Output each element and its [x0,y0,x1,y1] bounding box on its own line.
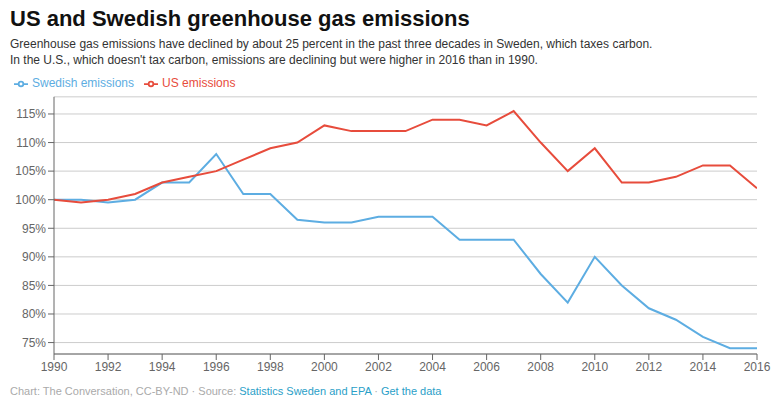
svg-text:100%: 100% [15,193,46,207]
svg-text:1994: 1994 [149,360,176,374]
svg-text:2006: 2006 [473,360,500,374]
svg-text:85%: 85% [22,279,46,293]
svg-text:2014: 2014 [690,360,717,374]
svg-text:105%: 105% [15,164,46,178]
svg-text:2010: 2010 [581,360,608,374]
svg-text:1990: 1990 [41,360,68,374]
svg-text:2008: 2008 [527,360,554,374]
svg-text:75%: 75% [22,336,46,350]
svg-text:2016: 2016 [744,360,769,374]
svg-text:95%: 95% [22,222,46,236]
svg-text:1998: 1998 [257,360,284,374]
html-text:Chart: The Conversation, CC-BY: Chart: The Conversation, CC-BY-ND · Sour… [10,385,442,397]
svg-text:2012: 2012 [635,360,662,374]
svg-text:2002: 2002 [365,360,392,374]
svg-text:1996: 1996 [203,360,230,374]
svg-text:90%: 90% [22,250,46,264]
html-text:In the U.S., which doesn't tax: In the U.S., which doesn't tax carbon, e… [10,53,538,67]
svg-text:80%: 80% [22,307,46,321]
html-text:Swedish emissions: Swedish emissions [32,76,134,90]
svg-text:2000: 2000 [311,360,338,374]
svg-text:2004: 2004 [419,360,446,374]
svg-text:115%: 115% [16,107,46,121]
html-text:US emissions: US emissions [162,76,236,90]
html-text:US and Swedish greenhouse gas: US and Swedish greenhouse gas emissions [10,6,470,31]
svg-text:110%: 110% [16,136,46,150]
svg-text:1992: 1992 [95,360,122,374]
html-text:Greenhouse gas emissions have: Greenhouse gas emissions have declined b… [10,37,653,51]
